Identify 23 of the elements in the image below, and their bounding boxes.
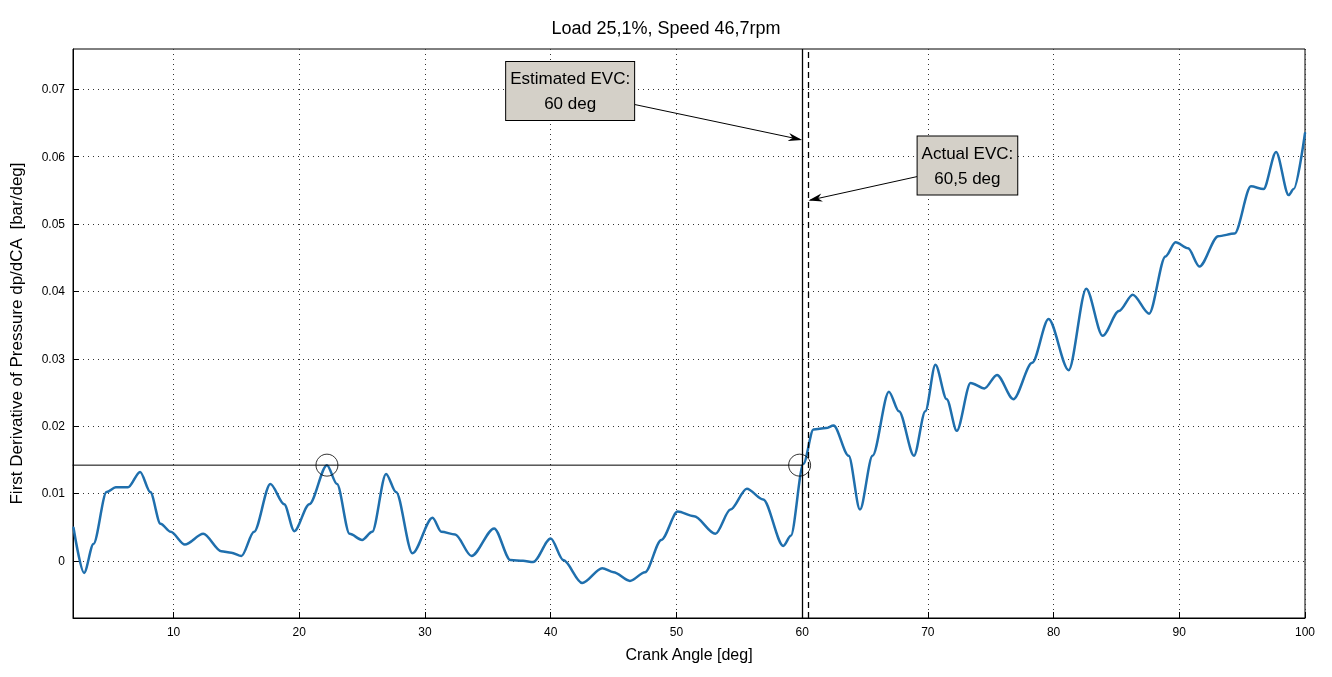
x-tick-label: 90 bbox=[1172, 625, 1187, 639]
chart-title: Load 25,1%, Speed 46,7rpm bbox=[551, 18, 781, 38]
x-tick-label: 50 bbox=[669, 625, 684, 639]
annotation: Estimated EVC: 60 deg bbox=[510, 68, 631, 113]
x-tick-label: 100 bbox=[1294, 625, 1316, 639]
y-tick-label: 0.03 bbox=[41, 351, 66, 366]
x-tick-label: 60 bbox=[795, 625, 810, 639]
x-tick-label: 10 bbox=[166, 625, 181, 639]
y-tick-label: 0.01 bbox=[41, 486, 66, 501]
y-tick-label: 0.02 bbox=[41, 419, 66, 434]
y-tick-label: 0.04 bbox=[41, 284, 66, 299]
annotation: Actual EVC: 60,5 deg bbox=[921, 143, 1014, 188]
x-tick-label: 20 bbox=[292, 625, 307, 639]
x-tick-label: 40 bbox=[544, 625, 558, 639]
y-tick-label: 0.05 bbox=[41, 217, 66, 232]
x-tick-label: 70 bbox=[921, 625, 935, 639]
y-tick-label: 0.07 bbox=[41, 82, 66, 97]
y-tick-label: 0 bbox=[58, 553, 66, 568]
y-axis-title: First Derivative of Pressure dp/dCA [bar/deg] bbox=[7, 162, 26, 505]
x-tick-label: 30 bbox=[418, 625, 432, 639]
x-axis-title: Crank Angle [deg] bbox=[625, 645, 753, 663]
x-tick-label: 80 bbox=[1046, 625, 1061, 639]
y-tick-label: 0.06 bbox=[41, 149, 66, 164]
